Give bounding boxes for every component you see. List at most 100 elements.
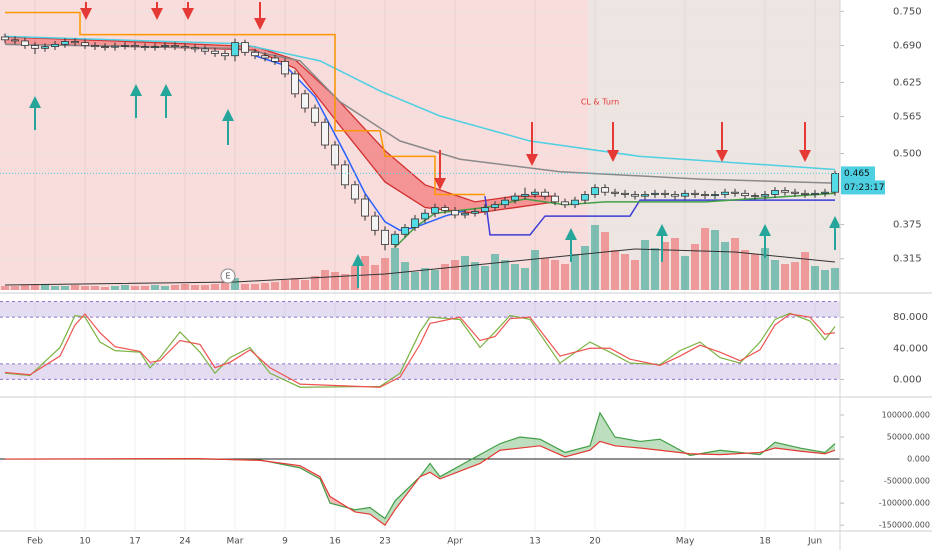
x-tick-label: Mar (227, 537, 244, 547)
candle-body (221, 53, 229, 57)
volume-bar (751, 254, 759, 290)
candle-body (571, 199, 579, 206)
y-tick-label: 0.565 (893, 112, 922, 123)
y-tick-label: 0.375 (893, 220, 922, 231)
volume-bar (501, 260, 509, 290)
candle-body (631, 194, 639, 197)
candle-body (101, 46, 109, 49)
volume-bar (821, 270, 829, 290)
fill-between (370, 507, 385, 526)
volume-bar (571, 254, 579, 290)
candle-body (51, 43, 59, 48)
volume-bar (361, 256, 369, 290)
earnings-marker (220, 268, 236, 284)
volume-bar (181, 284, 189, 290)
x-tick-label: Feb (27, 537, 43, 547)
fill-between (640, 439, 660, 451)
pane: 0.750 0.690 0.625 0.565 0.500 0.375 0.315 0.465… (0, 6, 922, 290)
fill-between (520, 437, 540, 449)
candle-body (801, 192, 809, 195)
candle-body (611, 191, 619, 194)
volume-bar (211, 284, 219, 290)
candle-body (431, 207, 439, 214)
volume-bar (291, 278, 299, 290)
candle-body (351, 184, 359, 200)
candle-body (311, 107, 319, 123)
volume-bar (641, 240, 649, 290)
volume-bar (271, 282, 279, 290)
volume-bar (511, 264, 519, 290)
candle-body (771, 190, 779, 195)
volume-bar (621, 254, 629, 290)
volume-bar (531, 250, 539, 290)
annotation: CL & Turn (581, 98, 619, 107)
volume-bar (241, 284, 249, 290)
volume-bar (111, 286, 119, 290)
candle-body (71, 41, 79, 44)
volume-bar (661, 242, 669, 290)
candle-body (761, 194, 769, 197)
oscillator-band (0, 301, 840, 318)
y-tick-label: 0.315 (893, 254, 922, 265)
candle-body (201, 48, 209, 52)
indicator-line (484, 196, 835, 236)
volume-bar (781, 264, 789, 290)
candle-body (211, 50, 219, 54)
candle-body (91, 45, 99, 48)
x-tick-label: May (676, 537, 695, 547)
volume-bar (221, 283, 229, 290)
candle-body (681, 192, 689, 197)
y-tick-label: 0.000 (893, 374, 922, 385)
fill-between (615, 437, 640, 449)
candle-body (261, 55, 269, 59)
candle-body (81, 42, 89, 46)
oscillator-line (5, 411, 836, 520)
y-tick-label: 40.000 (893, 343, 928, 354)
y-tick-label: 100000.000 (882, 410, 930, 419)
candle-body (111, 45, 119, 48)
pane-shade-red (0, 0, 588, 290)
volume-bar (761, 248, 769, 290)
volume-bar (471, 262, 479, 290)
candle-body (371, 215, 379, 231)
volume-bar (321, 270, 329, 290)
candle-body (231, 42, 239, 57)
pane: 100000.000 50000.000 0.000 -50000.000 -10000… (0, 410, 930, 547)
candle-body (711, 194, 719, 197)
candle-body (491, 204, 499, 208)
oscillator-line (4, 312, 836, 388)
candle-body (561, 201, 569, 206)
countdown-box (841, 180, 885, 195)
candle-body (161, 45, 169, 48)
candle-body (191, 47, 199, 50)
candle-body (341, 164, 349, 186)
candle-body (551, 195, 559, 203)
volume-bar (681, 256, 689, 290)
volume-bar (91, 286, 99, 290)
candle-body (811, 192, 819, 195)
volume-bar (141, 286, 149, 290)
y-tick-label: -100000.000 (879, 499, 930, 508)
candle-body (41, 46, 49, 49)
volume-bar (391, 248, 399, 290)
volume-bar (491, 254, 499, 290)
volume-bar (161, 286, 169, 290)
indicator-line (254, 55, 466, 232)
volume-bar (341, 274, 349, 290)
fill-between (500, 437, 520, 451)
pane: 80.000 40.000 0.000 (0, 301, 928, 388)
y-tick-label: -50000.000 (884, 477, 930, 486)
candle-body (271, 57, 279, 62)
volume-bar (61, 286, 69, 290)
candle-body (401, 227, 409, 235)
candle-body (691, 192, 699, 195)
x-tick-label: 9 (282, 537, 288, 547)
volume-bar (701, 228, 709, 290)
x-tick-label: 23 (379, 537, 390, 547)
fill-between (385, 500, 395, 526)
volume-bar (651, 248, 659, 290)
candle-body (621, 192, 629, 195)
candle-body (721, 191, 729, 195)
volume-bar (461, 256, 469, 290)
